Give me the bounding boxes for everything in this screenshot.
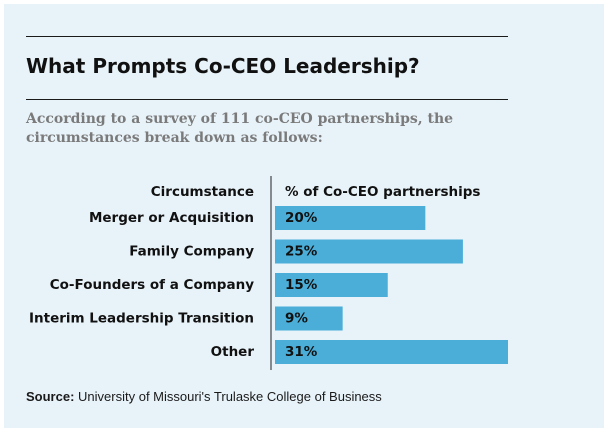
source-text: University of Missouri's Trulaske Colleg… bbox=[78, 389, 382, 404]
bar bbox=[275, 273, 388, 297]
source-label: Source: bbox=[26, 389, 75, 404]
data-label: 9% bbox=[285, 311, 308, 327]
category-label: Family Company bbox=[129, 244, 254, 260]
bar bbox=[275, 239, 463, 264]
category-label: Interim Leadership Transition bbox=[29, 311, 254, 327]
bar bbox=[275, 206, 426, 230]
value-header: % of Co-CEO partnerships bbox=[285, 184, 480, 200]
title-rule bbox=[26, 99, 508, 100]
bar bbox=[275, 306, 343, 331]
data-label: 31% bbox=[285, 344, 318, 360]
category-label: Merger or Acquisition bbox=[89, 210, 254, 226]
source-note: Source: University of Missouri's Trulask… bbox=[26, 389, 382, 404]
category-label: Other bbox=[211, 344, 255, 360]
top-rule bbox=[26, 36, 508, 37]
bar bbox=[275, 340, 508, 364]
page-title: What Prompts Co-CEO Leadership? bbox=[26, 54, 420, 78]
category-header: Circumstance bbox=[151, 184, 254, 200]
data-label: 15% bbox=[285, 277, 318, 293]
data-label: 25% bbox=[285, 244, 318, 260]
data-label: 20% bbox=[285, 210, 318, 226]
category-label: Co-Founders of a Company bbox=[50, 277, 254, 293]
subtitle: According to a survey of 111 co-CEO part… bbox=[26, 111, 454, 146]
